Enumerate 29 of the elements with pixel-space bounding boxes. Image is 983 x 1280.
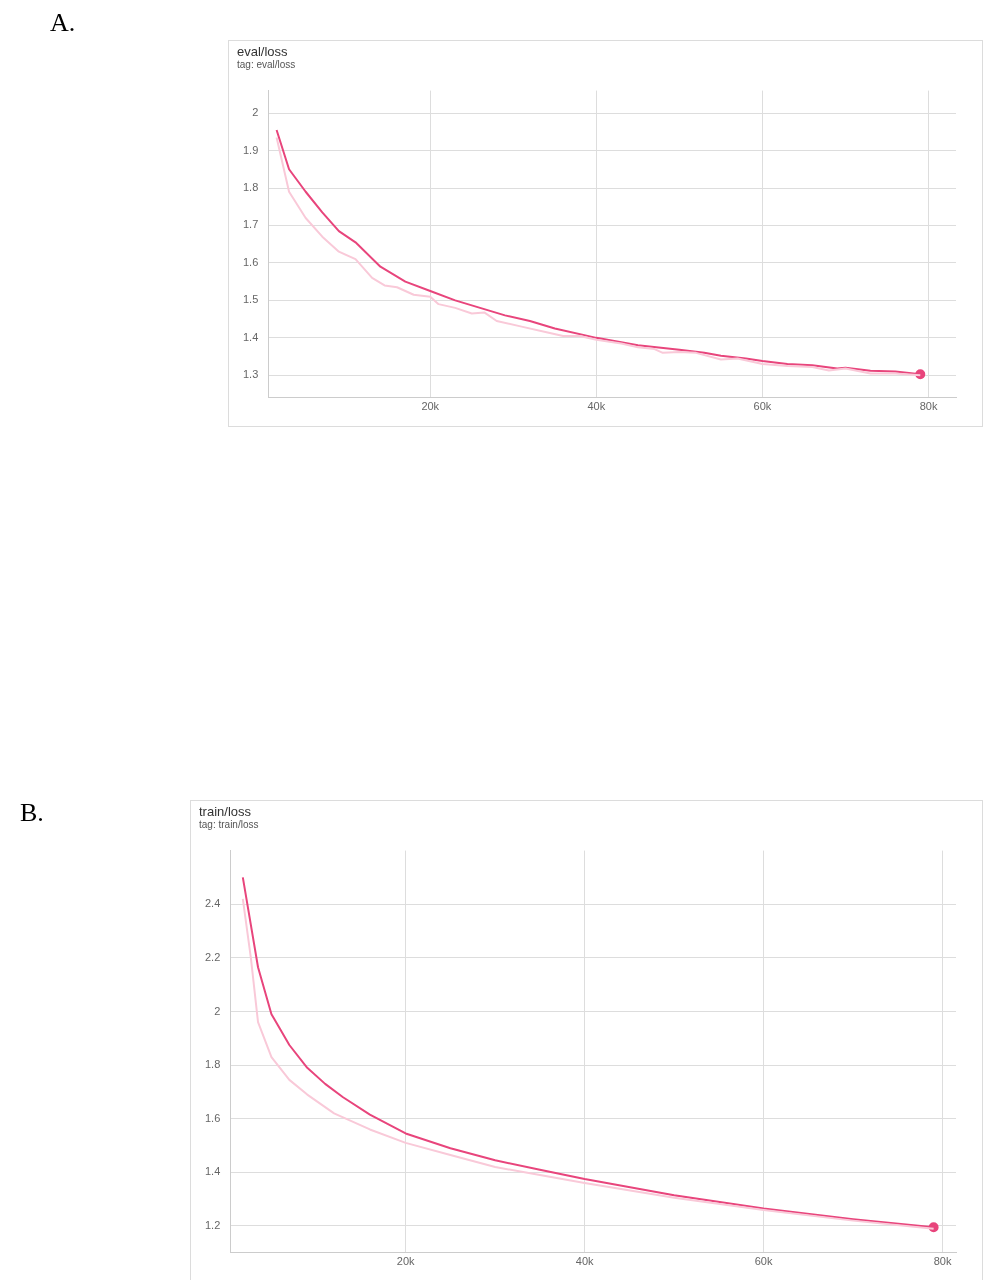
y-tick-label: 1.7 bbox=[242, 218, 259, 231]
x-tick-label: 80k bbox=[919, 400, 938, 413]
y-tick-label: 1.8 bbox=[242, 181, 259, 194]
y-tick-label: 1.5 bbox=[242, 293, 259, 306]
x-tick-label: 60k bbox=[754, 1255, 773, 1268]
y-tick-label: 1.4 bbox=[204, 1165, 221, 1178]
chart-title: train/loss bbox=[199, 804, 253, 819]
chart-subtitle: tag: eval/loss bbox=[237, 59, 297, 70]
y-tick-label: 2 bbox=[252, 106, 259, 119]
y-tick-label: 2 bbox=[214, 1004, 221, 1017]
y-tick-label: 1.9 bbox=[242, 143, 259, 156]
y-tick-label: 1.4 bbox=[242, 330, 259, 343]
y-tick-label: 2.2 bbox=[204, 950, 221, 963]
y-tick-label: 2.4 bbox=[204, 897, 221, 910]
y-tick-label: 1.2 bbox=[204, 1219, 221, 1232]
text: A. bbox=[50, 8, 76, 38]
y-tick-label: 1.6 bbox=[204, 1111, 221, 1124]
text: B. bbox=[20, 798, 44, 828]
chart-title: eval/loss bbox=[237, 44, 289, 59]
y-tick-label: 1.6 bbox=[242, 255, 259, 268]
x-tick-label: 40k bbox=[575, 1255, 595, 1268]
chart-subtitle: tag: train/loss bbox=[199, 819, 260, 830]
x-tick-label: 20k bbox=[396, 1255, 416, 1268]
y-tick-label: 1.3 bbox=[242, 368, 259, 381]
x-tick-label: 40k bbox=[587, 400, 606, 413]
x-tick-label: 80k bbox=[933, 1255, 952, 1268]
y-tick-label: 1.8 bbox=[204, 1058, 221, 1071]
x-tick-label: 20k bbox=[421, 400, 440, 413]
x-tick-label: 60k bbox=[753, 400, 772, 413]
